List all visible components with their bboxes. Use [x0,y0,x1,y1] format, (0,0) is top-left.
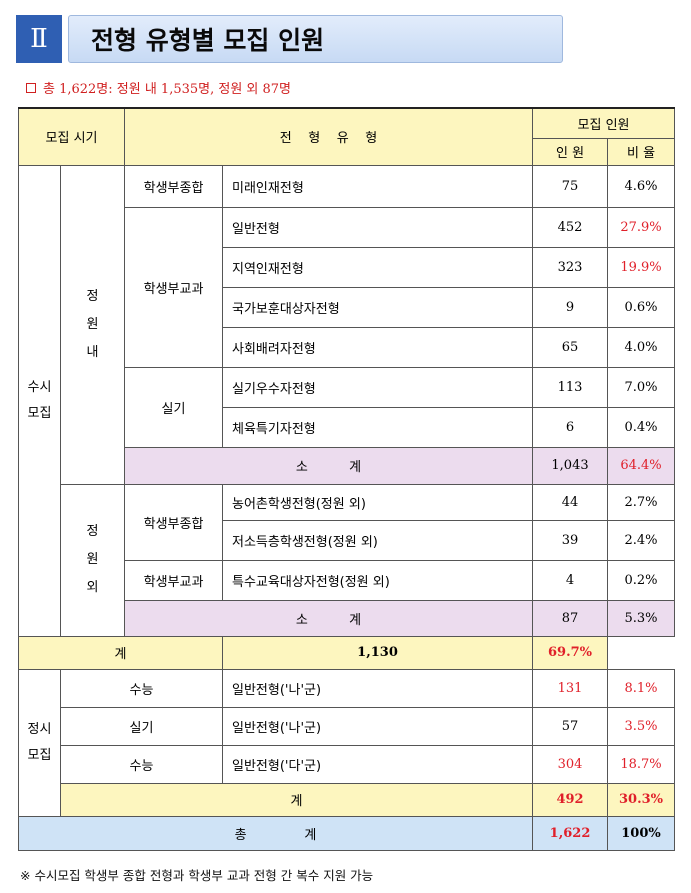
track-name: 농어촌학생전형(정원 외) [222,483,534,521]
track-count: 75 [532,164,609,208]
track-name: 미래인재전형 [222,164,534,208]
header-count: 인 원 [532,137,609,166]
track-ratio: 4.0% [607,326,676,368]
group-practical: 실기 [59,706,224,746]
track-name: 지역인재전형 [222,246,534,288]
track-name: 특수교육대상자전형(정원 외) [222,559,534,601]
track-count: 57 [532,706,609,746]
track-name: 일반전형('나'군) [222,706,534,746]
track-count: 39 [532,519,609,561]
page-title: 전형 유형별 모집 인원 [91,26,325,55]
header-period: 모집 시기 [17,107,126,166]
title-box: 전형 유형별 모집 인원 [68,15,563,63]
track-ratio: 27.9% [607,206,676,248]
track-name: 사회배려자전형 [222,326,534,368]
total-ratio: 30.3% [607,782,676,817]
header-ratio: 비 율 [607,137,676,166]
grand-total-count: 1,622 [532,815,609,851]
track-name: 일반전형('나'군) [222,668,534,708]
period-jeongsi: 정시 모집 [18,668,61,817]
track-name: 국가보훈대상자전형 [222,286,534,328]
track-name: 일반전형('다'군) [222,744,534,784]
track-ratio: 2.4% [607,519,676,561]
section-numeral: Ⅱ [16,15,62,63]
group-suneung: 수능 [59,668,224,708]
track-count: 304 [532,744,609,784]
subtotal-count: 1,043 [532,446,609,485]
track-count: 44 [532,483,609,521]
track-ratio: 8.1% [607,668,676,708]
track-ratio: 7.0% [607,366,676,408]
total-count: 1,130 [222,635,534,670]
grand-total-ratio: 100% [607,815,676,851]
grand-total-label: 총 계 [17,815,534,851]
section-header: Ⅱ 전형 유형별 모집 인원 [16,15,563,63]
table-row: 수시 모집 정 원 내 학생부종합 미래인재전형 75 4.6% [18,164,676,637]
table-row: 정시 모집 수능 일반전형('나'군) 131 8.1% [18,668,676,817]
summary-line: 총 1,622명: 정원 내 1,535명, 정원 외 87명 [26,78,291,97]
table-row: 지역인재전형 323 19.9% [19,246,676,288]
track-ratio: 4.6% [607,164,676,208]
track-count: 9 [532,286,609,328]
track-name: 저소득층학생전형(정원 외) [222,519,534,561]
track-name: 일반전형 [222,206,534,248]
footnote: ※ 수시모집 학생부 종합 전형과 학생부 교과 전형 간 복수 지원 가능 [20,868,374,883]
group-subject: 학생부교과 [124,206,224,368]
subtotal-count: 87 [532,599,609,637]
group-out-quota: 정 원 외 [59,483,126,637]
group-in-quota: 정 원 내 [59,164,126,485]
grand-total-row: 총 계 1,622 100% [17,815,676,851]
track-count: 4 [532,559,609,601]
total-ratio: 69.7% [532,635,609,670]
track-ratio: 0.2% [607,559,676,601]
total-row: 계 492 30.3% [18,782,676,817]
summary-text: 총 1,622명: 정원 내 1,535명, 정원 외 87명 [43,82,292,97]
subtotal-row: 소 계 1,043 64.4% [18,446,676,485]
track-count: 131 [532,668,609,708]
group-subject: 학생부교과 [124,559,224,601]
track-count: 323 [532,246,609,288]
track-count: 65 [532,326,609,368]
track-ratio: 18.7% [607,744,676,784]
subtotal-label: 소 계 [124,446,534,485]
track-count: 113 [532,366,609,408]
track-ratio: 3.5% [607,706,676,746]
track-name: 체육특기자전형 [222,406,534,448]
subtotal-row: 소 계 87 5.3% [18,599,676,637]
total-count: 492 [532,782,609,817]
total-label: 계 [17,635,224,670]
header-type: 전 형 유 형 [124,107,534,166]
group-practical: 실기 [124,366,224,448]
table-row: 국가보훈대상자전형 9 0.6% [19,286,676,328]
track-ratio: 0.4% [607,406,676,448]
track-ratio: 19.9% [607,246,676,288]
period-susi: 수시 모집 [18,164,61,637]
table-row: 학생부교과 일반전형 452 27.9% [19,206,676,368]
total-row: 계 1,130 69.7% [17,635,675,670]
table-row: 수능 일반전형('다'군) 304 18.7% [19,744,676,784]
track-name: 실기우수자전형 [222,366,534,408]
table-row: 학생부교과 특수교육대상자전형(정원 외) 4 0.2% [19,559,676,601]
subtotal-ratio: 64.4% [607,446,676,485]
group-suneung: 수능 [59,744,224,784]
total-label: 계 [59,782,534,817]
group-comprehensive: 학생부종합 [124,483,224,561]
admission-quota-table: 모집 시기 전 형 유 형 모집 인원 인 원 비 율 수시 모집 정 원 내 … [17,107,676,851]
checkbox-icon [26,82,36,93]
track-ratio: 0.6% [607,286,676,328]
track-ratio: 2.7% [607,483,676,521]
subtotal-label: 소 계 [124,599,534,637]
table-row: 실기 일반전형('나'군) 57 3.5% [19,706,676,746]
table-row: 체육특기자전형 6 0.4% [19,406,676,448]
group-comprehensive: 학생부종합 [124,164,224,208]
track-count: 6 [532,406,609,448]
table-row: 정 원 외 학생부종합 농어촌학생전형(정원 외) 44 2.7% [19,483,676,637]
table-row: 사회배려자전형 65 4.0% [19,326,676,368]
header-quota: 모집 인원 [532,107,676,139]
table-row: 저소득층학생전형(정원 외) 39 2.4% [19,519,676,561]
track-count: 452 [532,206,609,248]
subtotal-ratio: 5.3% [607,599,676,637]
